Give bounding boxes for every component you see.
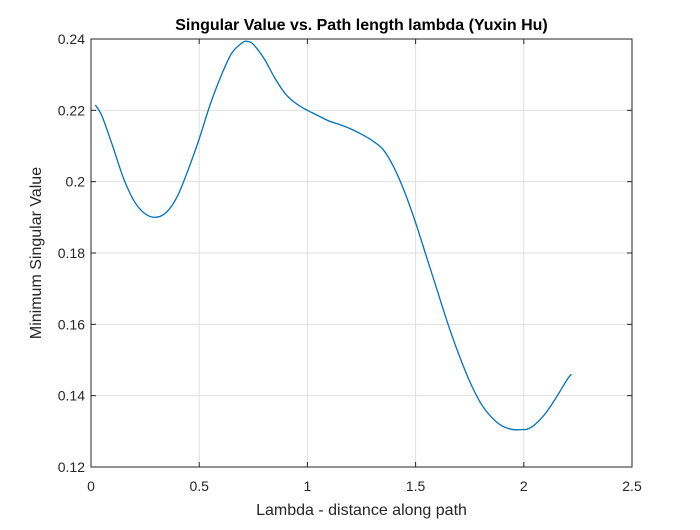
y-tick-label: 0.18	[58, 245, 85, 261]
y-tick-label: 0.2	[66, 174, 86, 190]
x-axis-label: Lambda - distance along path	[256, 502, 467, 519]
series-line	[94, 40, 572, 431]
grid	[91, 39, 632, 467]
y-tick-label: 0.22	[58, 102, 85, 118]
x-tick-label: 2.5	[622, 478, 642, 494]
tick-labels: 0 0.5 1 1.5 2 2.5 0.12 0.14 0.16 0.18 0.2 0.22 0.24	[58, 31, 642, 494]
y-tick-label: 0.12	[58, 459, 85, 475]
x-tick-label: 1.5	[406, 478, 426, 494]
x-tick-label: 0.5	[189, 478, 209, 494]
x-tick-label: 0	[87, 478, 95, 494]
ticks	[90, 38, 633, 468]
x-tick-label: 2	[520, 478, 528, 494]
x-tick-label: 1	[304, 478, 312, 494]
y-tick-label: 0.14	[58, 388, 85, 404]
y-axis-label: Minimum Singular Value	[28, 167, 45, 339]
series-group	[94, 40, 572, 431]
y-tick-label: 0.16	[58, 316, 85, 332]
chart-title: Singular Value vs. Path length lambda (Y…	[175, 17, 548, 34]
y-tick-label: 0.24	[58, 31, 85, 47]
